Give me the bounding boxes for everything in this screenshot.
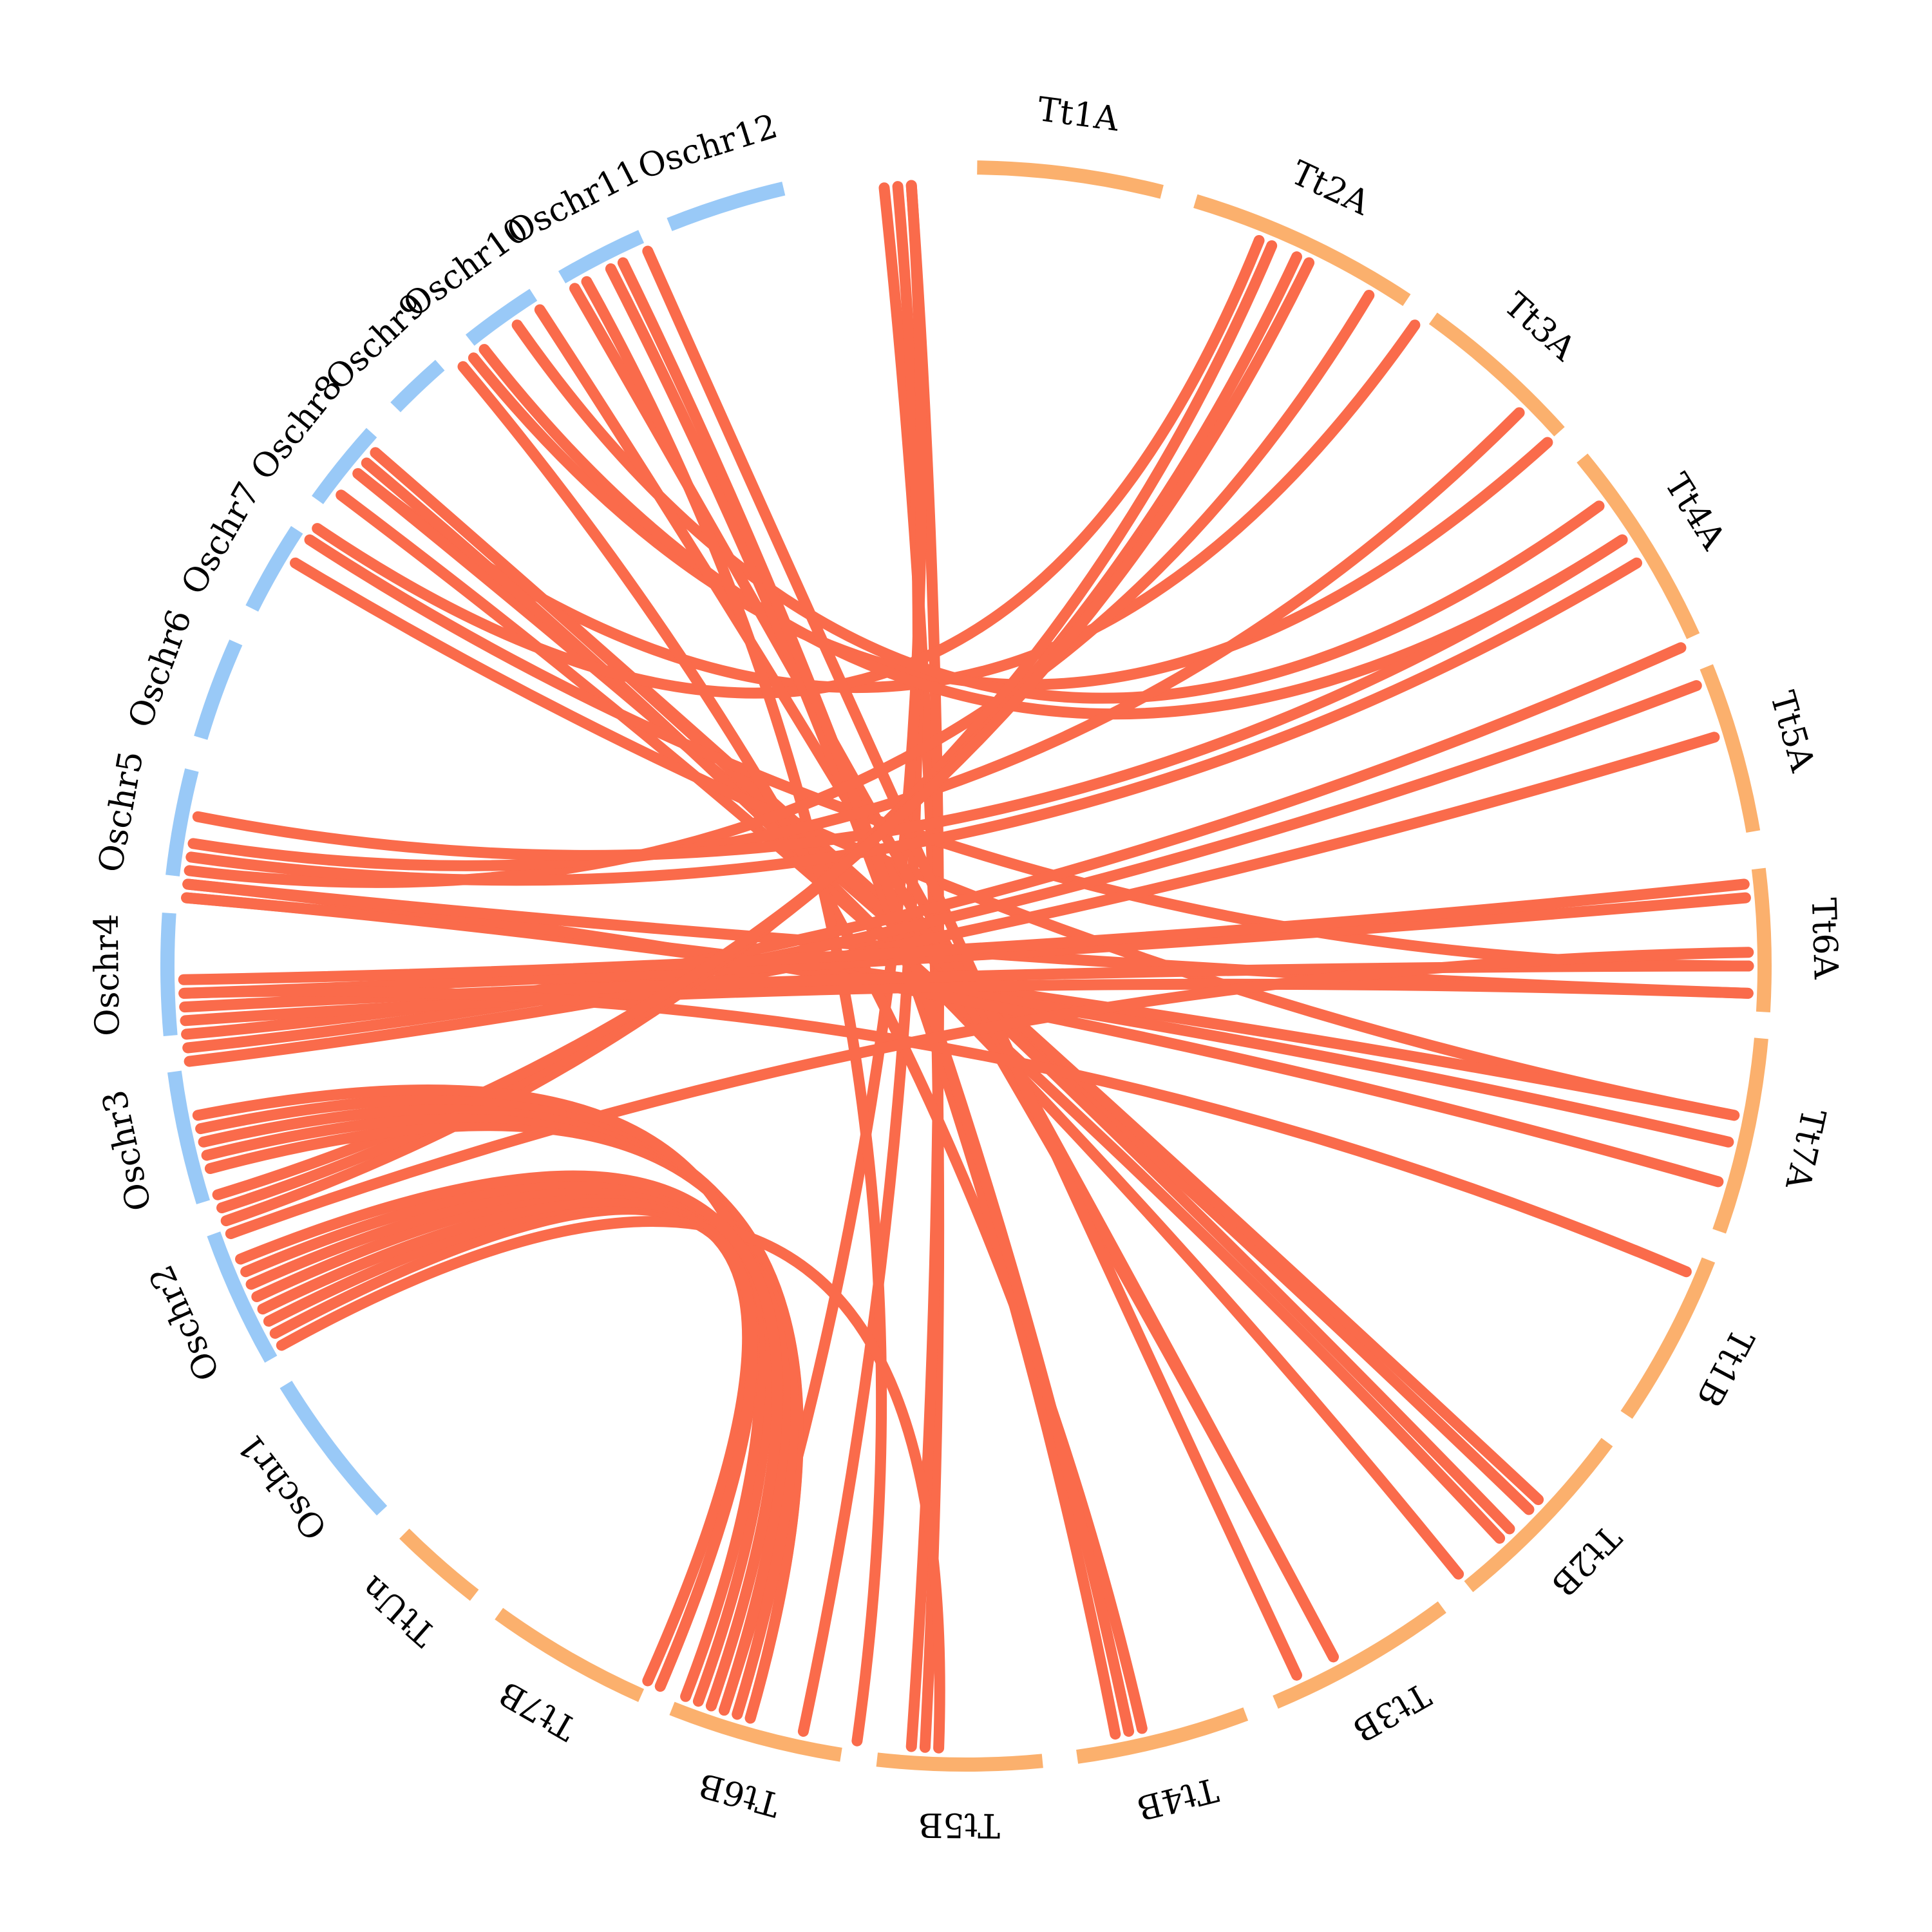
label-tt5b: Tt5B (918, 1805, 1000, 1844)
synteny-link-11 (304, 534, 1754, 972)
segment-oschr5 (166, 768, 199, 876)
label-tt2b: Tt2B (1544, 1517, 1628, 1603)
segment-oschr10 (465, 289, 538, 346)
segment-tt6b (669, 1701, 842, 1762)
synteny-link-55 (235, 1170, 783, 1712)
synteny-links (178, 180, 1754, 1754)
segment-tt1b (1620, 1257, 1716, 1419)
label-tt7b: Tt7B (493, 1673, 583, 1747)
label-oschr5: Oschr5 (91, 748, 151, 876)
segment-oschr6 (194, 639, 243, 740)
segment-oschr11 (558, 230, 645, 283)
label-tt1a: Tt1A (1036, 90, 1122, 139)
chromosome-segments (160, 160, 1772, 1772)
synteny-link-22 (642, 245, 1302, 1681)
segment-tt1a (977, 160, 1164, 199)
segment-oschr3 (167, 1070, 211, 1204)
synteny-link-39 (225, 947, 1754, 1240)
label-tt5a: Tt5A (1763, 687, 1823, 777)
label-oschr3: Oschr3 (95, 1086, 159, 1214)
label-tt1b: Tt1B (1689, 1323, 1761, 1413)
segment-tt7b (495, 1607, 645, 1702)
label-tt6a: Tt6A (1804, 897, 1845, 981)
segment-oschr2 (207, 1231, 278, 1363)
segment-oschr4 (160, 913, 178, 1037)
label-oschr7: Oschr7 (174, 476, 269, 601)
segment-tt3b (1273, 1601, 1446, 1709)
segment-tt2a (1193, 194, 1411, 307)
segment-tt4b (1076, 1707, 1249, 1764)
synteny-link-10 (312, 235, 1265, 699)
synteny-link-30 (192, 534, 1628, 861)
synteny-link-38 (178, 878, 1750, 985)
segment-oschr8 (312, 428, 377, 504)
synteny-link-36 (178, 892, 1751, 999)
segment-tt6a (1751, 867, 1772, 1013)
synteny-link-37 (178, 985, 1692, 1278)
synteny-link-28 (185, 557, 1642, 886)
synteny-link-31 (184, 732, 1720, 1067)
segment-tt2b (1464, 1437, 1613, 1593)
segment-ttun (399, 1528, 479, 1601)
label-oschr6: Oschr6 (121, 605, 200, 733)
synteny-link-32 (182, 680, 1702, 1054)
segment-oschr12 (667, 182, 786, 231)
synteny-link-41 (216, 251, 1302, 1213)
synteny-link-34 (180, 978, 1754, 1027)
segment-oschr7 (245, 526, 303, 612)
label-tt4a: Tt4A (1657, 467, 1733, 557)
label-oschr4: Oschr4 (88, 914, 128, 1036)
segment-tt5a (1700, 664, 1761, 833)
label-ttun: TtUn (354, 1568, 443, 1654)
segment-tt3a (1428, 312, 1565, 437)
label-tt4b: Tt4B (1133, 1770, 1222, 1827)
synteny-link-47 (192, 1084, 766, 1702)
synteny-link-13 (457, 361, 1148, 1734)
label-tt6b: Tt6B (695, 1765, 784, 1824)
segment-oschr9 (390, 359, 445, 413)
synteny-link-52 (251, 1187, 758, 1692)
label-tt3b: Tt3B (1347, 1675, 1437, 1749)
label-oschr2: Oschr2 (142, 1259, 227, 1387)
synteny-link-24 (181, 892, 1734, 1148)
segment-tt7a (1712, 1037, 1768, 1234)
synteny-link-42 (212, 257, 1315, 1200)
segment-tt5b (876, 1752, 1043, 1772)
label-oschr12: Oschr12 (634, 107, 782, 187)
segment-oschr1 (279, 1380, 388, 1516)
label-tt7a: Tt7A (1777, 1105, 1833, 1194)
segment-tt4a (1577, 453, 1700, 639)
synteny-link-48 (276, 1216, 945, 1754)
label-tt2a: Tt2A (1285, 153, 1376, 223)
label-tt3a: Tt3A (1497, 285, 1584, 369)
